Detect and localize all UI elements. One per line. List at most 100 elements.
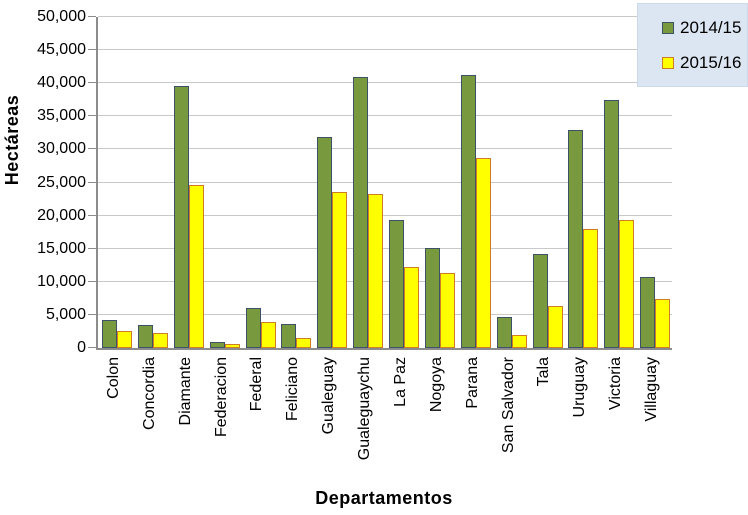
bar-2014-15-la-paz — [389, 220, 404, 348]
bar-2014-15-parana — [460, 74, 476, 348]
bar-2015-16-gualeguay — [332, 191, 348, 348]
legend: 2014/15 2015/16 — [637, 3, 748, 87]
x-tick-label: San Salvador — [499, 357, 517, 454]
x-tick-label: Concordia — [140, 357, 158, 430]
legend-label: 2015/16 — [680, 52, 742, 72]
x-tick-cell: Victoria — [598, 357, 634, 460]
gridline — [98, 82, 672, 84]
bar-2015-16-gualeguaychu — [368, 193, 384, 348]
bar-2014-15-colon — [102, 319, 117, 348]
x-axis-tick-labels: Colon Concordia Diamante Federacion Federal F… — [96, 357, 672, 460]
y-tick-label: 25,000 — [37, 173, 86, 191]
bar-2015-16-federal — [260, 321, 276, 348]
x-tick-cell: Tala — [527, 357, 563, 460]
y-tick-label: 0 — [77, 339, 86, 356]
bar-2015-16-parana — [475, 158, 491, 348]
bar-2014-15-gualeguaychu — [353, 77, 369, 348]
gridline — [98, 247, 672, 249]
x-tick-cell: Federal — [240, 357, 276, 460]
y-tick-label: 5,000 — [45, 305, 86, 323]
x-tick-cell: Federacion — [204, 357, 240, 460]
bar-2015-16-san-salvador — [511, 334, 527, 348]
bar-2014-15-san-salvador — [496, 316, 512, 348]
x-tick-cell: Nogoya — [419, 357, 455, 460]
bar-2015-16-uruguay — [583, 228, 599, 348]
legend-item-2014-15: 2014/15 — [662, 18, 747, 38]
y-tick-mark — [88, 82, 96, 84]
bar-2015-16-villaguay — [655, 299, 671, 348]
x-tick-label: Feliciano — [284, 357, 302, 422]
legend-item-2015-16: 2015/16 — [662, 53, 747, 73]
y-tick-mark — [88, 247, 96, 249]
plot-area — [96, 16, 672, 350]
x-tick-cell: Concordia — [132, 357, 168, 460]
bar-2015-16-diamante — [188, 184, 204, 348]
x-tick-cell: San Salvador — [491, 357, 527, 460]
x-tick-cell: Gualeguay — [311, 357, 347, 460]
x-axis-title: Departamentos — [315, 488, 453, 508]
y-tick-mark — [88, 115, 96, 117]
bar-2014-15-feliciano — [281, 323, 297, 348]
x-tick-label: Uruguay — [571, 357, 589, 418]
y-tick-mark — [88, 214, 96, 216]
x-tick-label: Colon — [104, 357, 122, 399]
y-tick-label: 30,000 — [37, 140, 86, 158]
x-tick-cell: Diamante — [168, 357, 204, 460]
gridline — [98, 280, 672, 282]
bar-2014-15-nogoya — [424, 248, 440, 348]
x-tick-cell: Gualeguaychu — [347, 357, 383, 460]
x-tick-cell: Villaguay — [634, 357, 670, 460]
x-tick-label: Parana — [463, 357, 481, 409]
gridline — [98, 16, 672, 17]
x-tick-cell: La Paz — [383, 357, 419, 460]
gridline — [98, 115, 672, 117]
y-tick-mark — [88, 280, 96, 282]
bar-2014-15-gualeguay — [317, 137, 333, 348]
x-tick-cell: Parana — [455, 357, 491, 460]
bar-2014-15-federacion — [209, 342, 225, 348]
bar-2014-15-federal — [245, 307, 261, 348]
bar-2015-16-feliciano — [296, 338, 312, 348]
series-2015-16-swatch-icon — [662, 56, 674, 69]
x-tick-cell: Colon — [96, 357, 132, 460]
x-tick-label: Federacion — [212, 357, 230, 438]
x-tick-label: La Paz — [391, 357, 409, 407]
y-tick-label: 45,000 — [37, 41, 86, 59]
y-tick-label: 35,000 — [37, 107, 86, 125]
y-tick-label: 15,000 — [37, 239, 86, 257]
bar-2014-15-diamante — [173, 85, 189, 348]
y-tick-mark — [88, 16, 96, 17]
bar-2015-16-nogoya — [439, 272, 455, 348]
y-tick-label: 40,000 — [37, 74, 86, 92]
y-tick-label: 20,000 — [37, 206, 86, 224]
y-tick-mark — [88, 181, 96, 183]
bar-2015-16-colon — [117, 330, 132, 348]
y-tick-label: 50,000 — [37, 8, 86, 25]
x-tick-label: Victoria — [607, 357, 625, 411]
bar-2014-15-villaguay — [640, 276, 656, 348]
legend-label: 2014/15 — [680, 17, 742, 37]
gridline — [98, 49, 672, 51]
bar-2014-15-uruguay — [568, 129, 584, 348]
x-tick-label: Gualeguay — [320, 357, 338, 435]
gridline — [98, 148, 672, 150]
bar-2015-16-tala — [547, 306, 563, 348]
y-tick-mark — [88, 313, 96, 315]
bar-2015-16-la-paz — [404, 266, 419, 348]
bar-2015-16-concordia — [152, 333, 168, 348]
x-tick-cell: Uruguay — [562, 357, 598, 460]
y-axis-tick-labels: 0 5,000 10,000 15,000 20,000 25,000 30,000 35,0… — [0, 0, 96, 515]
bar-2015-16-federacion — [224, 344, 240, 348]
y-tick-label: 10,000 — [37, 272, 86, 290]
x-tick-label: Nogoya — [427, 357, 445, 413]
y-tick-mark — [88, 49, 96, 51]
x-tick-label: Diamante — [176, 357, 194, 426]
bar-2015-16-victoria — [619, 219, 635, 348]
x-tick-cell: Feliciano — [275, 357, 311, 460]
gridline — [98, 313, 672, 315]
bar-2014-15-victoria — [604, 100, 620, 348]
x-tick-label: Villaguay — [643, 357, 661, 422]
bar-2014-15-tala — [532, 254, 548, 348]
y-tick-mark — [88, 347, 96, 348]
